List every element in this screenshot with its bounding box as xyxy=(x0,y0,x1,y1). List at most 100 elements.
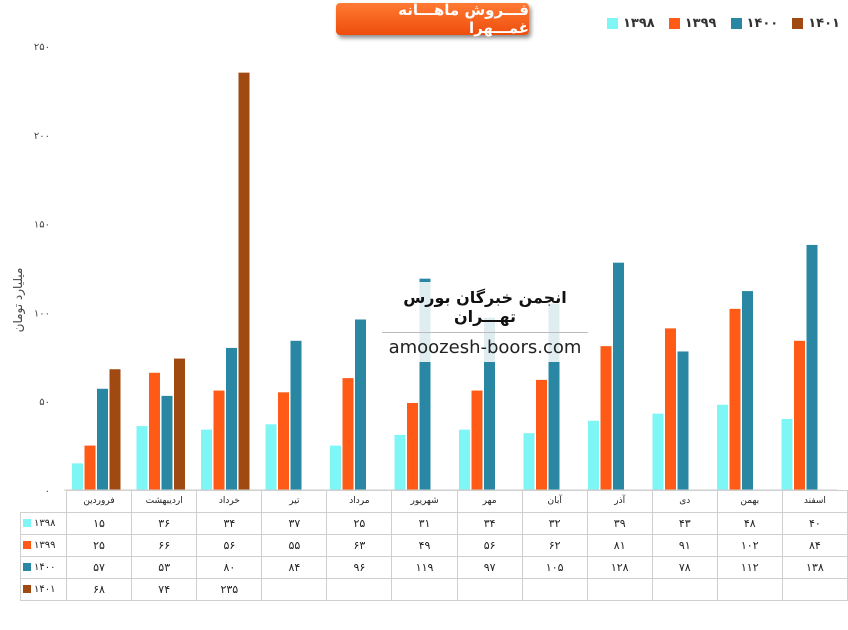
legend-swatch xyxy=(668,18,680,29)
table-cell-value xyxy=(391,577,458,601)
legend-item: ۱۳۹۹ xyxy=(668,16,717,31)
bar xyxy=(407,402,418,490)
data-table: فروردین اردیبهشت خرداد تیر مرداد شهریور مهر آبا… xyxy=(20,490,848,601)
table-key-swatch xyxy=(23,562,31,571)
bar xyxy=(84,445,96,490)
legend-label: ۱۴۰۱ xyxy=(808,16,840,31)
bar xyxy=(149,372,160,490)
bar xyxy=(548,303,560,490)
bar xyxy=(394,434,406,490)
table-cell-value: ۳۹ xyxy=(586,511,653,535)
table-cell-value: ۹۷ xyxy=(456,555,523,579)
bar xyxy=(419,278,431,490)
table-cell-value: ۹۶ xyxy=(326,555,393,579)
bar xyxy=(226,347,237,490)
watermark-url: amoozesh-boors.com xyxy=(382,333,588,362)
table-cell-value: ۶۲ xyxy=(521,533,588,557)
bar xyxy=(136,426,148,490)
bar xyxy=(665,328,676,490)
table-category-label: آذر xyxy=(586,490,653,513)
table-cell-value xyxy=(781,577,848,601)
bar xyxy=(161,395,173,490)
table-cell-value: ۸۱ xyxy=(586,533,653,557)
legend: ۱۳۹۸ ۱۳۹۹ ۱۴۰۰ ۱۴۰۱ xyxy=(607,16,840,31)
table-row: ۱۴۰۱ ۶۸ ۷۴ ۲۳۵ xyxy=(20,577,848,601)
table-series-key: ۱۳۹۸ xyxy=(20,511,67,535)
table-cell-value: ۷۸ xyxy=(651,555,718,579)
table-cell-value: ۲۳۵ xyxy=(196,577,263,601)
bar xyxy=(278,392,289,490)
legend-item: ۱۴۰۰ xyxy=(730,16,779,31)
legend-swatch xyxy=(792,18,804,29)
table-cell-value xyxy=(651,577,718,601)
y-tick-label: ۱۰۰ xyxy=(34,308,50,319)
table-cell-value: ۱۰۵ xyxy=(521,555,588,579)
table-cell-value xyxy=(521,577,588,601)
bar xyxy=(238,72,250,490)
bar xyxy=(652,413,664,490)
legend-label: ۱۳۹۸ xyxy=(623,16,655,31)
bar xyxy=(523,433,535,490)
table-category-label: آبان xyxy=(521,490,588,513)
bar xyxy=(794,340,805,490)
bar xyxy=(97,388,108,490)
bar xyxy=(174,358,185,490)
legend-item: ۱۳۹۸ xyxy=(607,16,655,31)
legend-swatch xyxy=(607,18,618,29)
table-cell-value: ۵۶ xyxy=(456,533,523,557)
table-key-swatch xyxy=(23,540,31,549)
table-cell-value: ۵۵ xyxy=(261,533,328,557)
table-category-label: مهر xyxy=(456,490,523,513)
table-cell-value: ۱۱۲ xyxy=(716,555,783,579)
table-cell-value xyxy=(456,577,523,601)
table-cell-value: ۳۱ xyxy=(391,511,458,535)
bar xyxy=(330,445,341,490)
table-cell-value: ۱۵ xyxy=(65,511,133,535)
table-category-label: شهریور xyxy=(391,490,458,513)
legend-label: ۱۴۰۰ xyxy=(746,16,779,31)
table-cell-value: ۷۴ xyxy=(131,577,198,601)
bar xyxy=(290,340,302,490)
table-series-key: ۱۴۰۱ xyxy=(20,577,67,601)
table-cell-value: ۱۰۲ xyxy=(716,533,783,557)
table-key-label: ۱۳۹۹ xyxy=(34,539,56,551)
table-category-label: خرداد xyxy=(196,490,263,513)
table-cell-value: ۲۵ xyxy=(326,511,393,535)
bar xyxy=(201,429,212,490)
bar xyxy=(213,390,225,490)
table-cell-value: ۸۴ xyxy=(781,533,848,557)
y-tick-label: ۲۰۰ xyxy=(34,131,50,142)
table-cell-value: ۴۰ xyxy=(781,511,848,535)
table-series-key: ۱۴۰۰ xyxy=(20,555,67,579)
legend-swatch xyxy=(730,18,742,29)
watermark: انجمن خبرگان بورس تهـــران amoozesh-boor… xyxy=(382,282,588,362)
bar xyxy=(742,291,753,490)
y-tick-label: ۱۵۰ xyxy=(34,220,50,231)
table-cell-value: ۶۸ xyxy=(65,577,133,601)
bar xyxy=(729,308,741,490)
table-key-label: ۱۴۰۰ xyxy=(34,561,56,573)
bar xyxy=(459,429,470,490)
bar xyxy=(536,379,547,490)
y-axis-label: میلیارد تومان xyxy=(11,267,25,333)
table-cell-value: ۳۴ xyxy=(456,511,523,535)
y-tick-label: ۵۰ xyxy=(39,397,50,408)
table-cell-value: ۵۳ xyxy=(131,555,198,579)
bar xyxy=(613,262,624,490)
legend-item: ۱۴۰۱ xyxy=(792,16,840,31)
table-corner xyxy=(20,490,67,513)
table-cell-value: ۴۳ xyxy=(651,511,718,535)
table-cell-value: ۶۳ xyxy=(326,533,393,557)
table-key-swatch xyxy=(23,584,31,593)
legend-label: ۱۳۹۹ xyxy=(684,16,717,31)
bar xyxy=(588,420,599,490)
bar xyxy=(806,244,818,490)
bar xyxy=(677,351,689,490)
table-cell-value xyxy=(716,577,783,601)
table-row: ۱۴۰۰ ۵۷ ۵۳ ۸۰ ۸۴ ۹۶ ۱۱۹ ۹۷ ۱۰۵ ۱۲۸ ۷۸ ۱۱۲ ۱۳۸ xyxy=(20,555,848,579)
table-category-label: تیر xyxy=(261,490,328,513)
bar xyxy=(342,378,354,490)
table-key-label: ۱۳۹۸ xyxy=(34,517,56,529)
table-cell-value: ۴۸ xyxy=(716,511,783,535)
